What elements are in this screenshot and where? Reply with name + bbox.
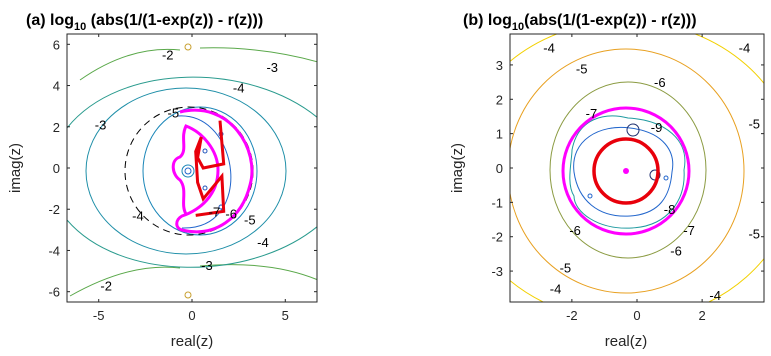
y-tick-label: -6: [48, 285, 60, 300]
panel-a: (a) log10 (abs(1/(1-exp(z)) - r(z))): [7, 12, 318, 350]
contour-label: -6: [654, 75, 666, 90]
contour-label: -9: [651, 120, 663, 135]
red-curve-a: [194, 120, 226, 217]
y-tick-label: 1: [496, 127, 503, 142]
panel-b-contours: [510, 34, 764, 302]
x-tick-label: -5: [93, 308, 105, 323]
y-tick-label: 6: [53, 37, 60, 52]
x-tick-label: -2: [566, 308, 578, 323]
y-tick-label: 4: [53, 79, 60, 94]
contour-label: -6: [225, 206, 237, 221]
panel-a-xlabel: real(z): [171, 333, 214, 350]
contour-label: -5: [748, 226, 760, 241]
contour-label: -3: [266, 60, 278, 75]
contour-label: -4: [739, 41, 751, 56]
y-tick-label: 2: [53, 120, 60, 135]
contour-label: -6: [670, 243, 682, 258]
panel-b-ticks: -2 0 2 -3 -2 -1 0 1 2 3: [491, 34, 764, 323]
contour-label: -7: [683, 223, 695, 238]
x-tick-label: 0: [633, 308, 640, 323]
contour-label: -3: [95, 118, 107, 133]
contour-label: -2: [162, 48, 174, 63]
panel-b: (b) log10(abs(1/(1-exp(z)) - r(z))) -4 -4…: [449, 12, 765, 350]
x-tick-label: 2: [699, 308, 706, 323]
panel-b-axes: [509, 33, 765, 303]
panel-b-ylabel: imag(z): [449, 143, 466, 193]
y-tick-label: 2: [496, 92, 503, 107]
contour-label: -5: [748, 116, 760, 131]
contour-label: -3: [201, 258, 213, 273]
y-tick-label: 0: [496, 161, 503, 176]
contour-label: -8: [664, 202, 676, 217]
panel-a-title: (a) log10 (abs(1/(1-exp(z)) - r(z))): [26, 12, 263, 33]
contour-label: -5: [576, 61, 588, 76]
contour-label: -4: [709, 288, 721, 303]
contour-labels-a: -2-3-4-5-3-4 -5-7 -6-4-3-2: [95, 48, 278, 294]
contour-label: -4: [543, 41, 555, 56]
y-tick-label: -2: [48, 202, 60, 217]
contour-label: -5: [168, 105, 180, 120]
panel-a-ylabel: imag(z): [7, 143, 24, 193]
contour-label: -2: [100, 279, 112, 294]
contour-label: -4: [132, 208, 144, 223]
contour-label: -6: [569, 223, 581, 238]
panel-a-contours: [67, 43, 317, 299]
contour-label: -7: [586, 106, 598, 121]
contour-label: -4: [257, 235, 269, 250]
y-tick-label: 0: [53, 161, 60, 176]
panel-a-axes: [66, 33, 318, 303]
y-tick-label: -1: [491, 195, 503, 210]
contour-label: -5: [244, 213, 256, 228]
contour-label: -4: [550, 281, 562, 296]
y-tick-label: -3: [491, 264, 503, 279]
y-tick-label: 3: [496, 58, 503, 73]
contour-labels-b: -4 -4-5-6-5-7-9-8-7-6-6-5-5-4 -4: [543, 41, 760, 303]
contour-label: -4: [233, 81, 245, 96]
panel-a-ticks: -5 0 5 -6 -4 -2 0 2 4 6: [48, 34, 317, 323]
contour-label: -7: [209, 204, 221, 219]
x-tick-label: 0: [188, 308, 195, 323]
panel-b-xlabel: real(z): [605, 333, 648, 350]
y-tick-label: -4: [48, 243, 60, 258]
y-tick-label: -2: [491, 230, 503, 245]
panel-b-title: (b) log10(abs(1/(1-exp(z)) - r(z))): [463, 12, 697, 33]
x-tick-label: 5: [282, 308, 289, 323]
contour-label: -5: [560, 261, 572, 276]
